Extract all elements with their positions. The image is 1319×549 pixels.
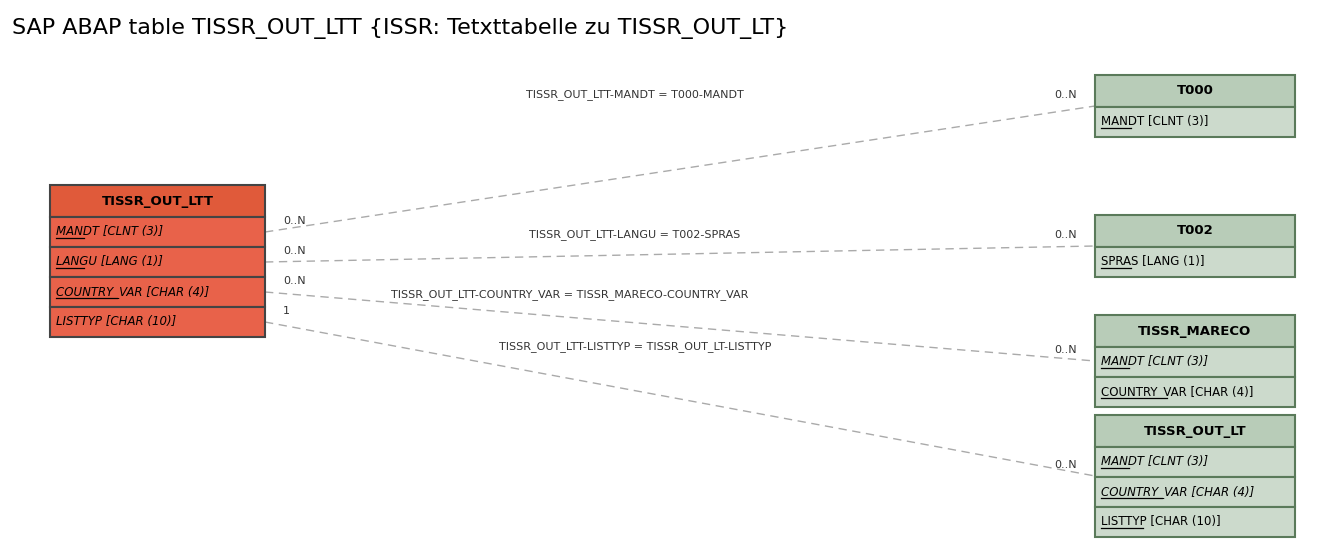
Text: TISSR_OUT_LTT-LANGU = T002-SPRAS: TISSR_OUT_LTT-LANGU = T002-SPRAS [529, 229, 741, 240]
Bar [1095, 315, 1295, 347]
Text: LISTTYP [CHAR (10)]: LISTTYP [CHAR (10)] [1101, 516, 1220, 529]
Bar [1095, 75, 1295, 107]
Text: 0..N: 0..N [1054, 90, 1078, 100]
Text: T002: T002 [1177, 225, 1213, 238]
Text: TISSR_OUT_LTT: TISSR_OUT_LTT [102, 194, 214, 208]
Bar [50, 185, 265, 217]
Text: MANDT [CLNT (3)]: MANDT [CLNT (3)] [1101, 356, 1208, 368]
Text: MANDT [CLNT (3)]: MANDT [CLNT (3)] [55, 226, 164, 238]
Bar [1095, 247, 1295, 277]
Text: COUNTRY_VAR [CHAR (4)]: COUNTRY_VAR [CHAR (4)] [1101, 485, 1254, 498]
Text: MANDT [CLNT (3)]: MANDT [CLNT (3)] [1101, 456, 1208, 468]
Text: LISTTYP [CHAR (10)]: LISTTYP [CHAR (10)] [55, 316, 177, 328]
Bar [50, 307, 265, 337]
Text: TISSR_OUT_LT: TISSR_OUT_LT [1144, 424, 1246, 438]
Text: TISSR_MARECO: TISSR_MARECO [1138, 324, 1252, 338]
Bar [50, 217, 265, 247]
Bar [50, 277, 265, 307]
Bar [1095, 477, 1295, 507]
Bar [1095, 215, 1295, 247]
Text: TISSR_OUT_LTT-LISTTYP = TISSR_OUT_LT-LISTTYP: TISSR_OUT_LTT-LISTTYP = TISSR_OUT_LT-LIS… [499, 341, 772, 352]
Text: 0..N: 0..N [1054, 230, 1078, 240]
Bar [1095, 347, 1295, 377]
Bar [1095, 107, 1295, 137]
Text: COUNTRY_VAR [CHAR (4)]: COUNTRY_VAR [CHAR (4)] [1101, 385, 1253, 399]
Text: 0..N: 0..N [284, 246, 306, 256]
Bar [1095, 447, 1295, 477]
Text: SAP ABAP table TISSR_OUT_LTT {ISSR: Tetxttabelle zu TISSR_OUT_LT}: SAP ABAP table TISSR_OUT_LTT {ISSR: Tetx… [12, 18, 789, 39]
Text: LANGU [LANG (1)]: LANGU [LANG (1)] [55, 255, 162, 268]
Text: SPRAS [LANG (1)]: SPRAS [LANG (1)] [1101, 255, 1204, 268]
Text: TISSR_OUT_LTT-COUNTRY_VAR = TISSR_MARECO-COUNTRY_VAR: TISSR_OUT_LTT-COUNTRY_VAR = TISSR_MARECO… [392, 289, 749, 300]
Bar [1095, 415, 1295, 447]
Text: T000: T000 [1177, 85, 1213, 98]
Text: MANDT [CLNT (3)]: MANDT [CLNT (3)] [1101, 115, 1208, 128]
Bar [1095, 377, 1295, 407]
Text: COUNTRY_VAR [CHAR (4)]: COUNTRY_VAR [CHAR (4)] [55, 285, 210, 299]
Text: 0..N: 0..N [1054, 460, 1078, 470]
Bar [50, 247, 265, 277]
Text: 0..N: 0..N [284, 216, 306, 226]
Text: 0..N: 0..N [284, 276, 306, 286]
Text: 0..N: 0..N [1054, 345, 1078, 355]
Text: TISSR_OUT_LTT-MANDT = T000-MANDT: TISSR_OUT_LTT-MANDT = T000-MANDT [526, 89, 744, 100]
Bar [1095, 507, 1295, 537]
Text: 1: 1 [284, 306, 290, 316]
